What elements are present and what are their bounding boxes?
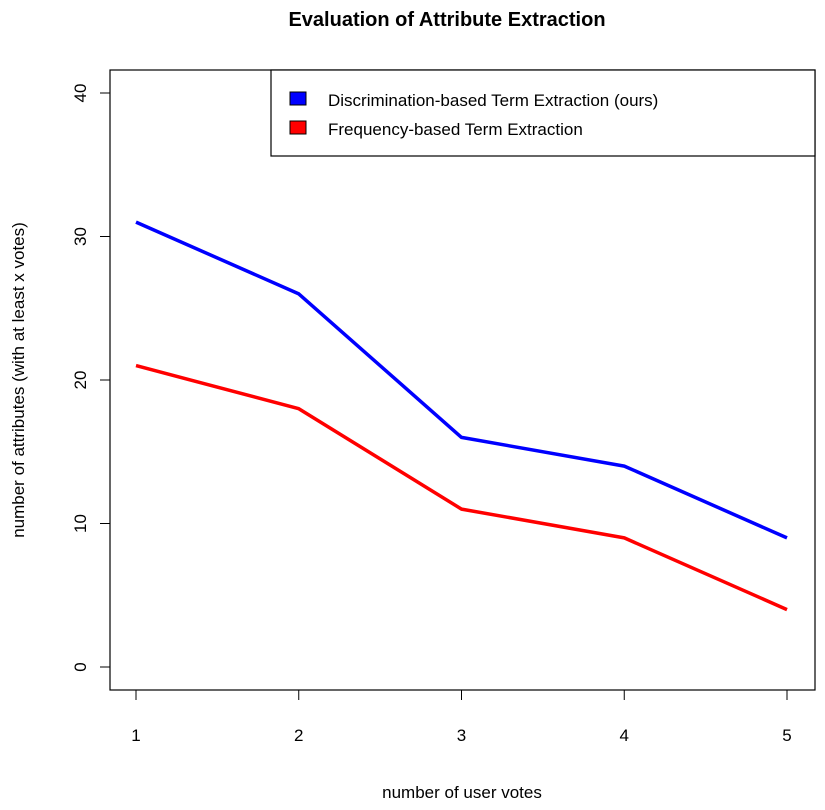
y-axis: 0 10 20 30 40 <box>71 84 111 672</box>
plot-frame <box>109 69 816 691</box>
series-line-1 <box>135 363 788 612</box>
y-tick-label-4: 40 <box>71 84 90 103</box>
legend: Discrimination-based Term Extraction (ou… <box>270 69 816 157</box>
x-axis-label: number of user votes <box>382 783 542 802</box>
legend-label-discrimination: Discrimination-based Term Extraction (ou… <box>328 91 658 110</box>
chart-title: Evaluation of Attribute Extraction <box>288 9 605 31</box>
x-tick-label-3: 4 <box>620 726 629 745</box>
legend-swatch-frequency <box>289 120 307 135</box>
y-tick-label-1: 10 <box>71 514 90 533</box>
y-tick-label-3: 30 <box>71 227 90 246</box>
legend-label-frequency: Frequency-based Term Extraction <box>328 120 583 139</box>
x-tick-label-4: 5 <box>782 726 791 745</box>
series-layer <box>135 220 788 612</box>
x-tick-label-2: 3 <box>457 726 466 745</box>
x-tick-label-1: 2 <box>294 726 303 745</box>
y-tick-label-0: 0 <box>71 662 90 671</box>
legend-swatch-discrimination <box>289 91 307 106</box>
x-tick-label-0: 1 <box>131 726 140 745</box>
series-line-0 <box>135 220 788 540</box>
y-tick-label-2: 20 <box>71 371 90 390</box>
legend-box <box>270 69 816 157</box>
x-axis: 1 2 3 4 5 <box>131 689 792 745</box>
y-axis-label: number of attributes (with at least x vo… <box>9 222 28 538</box>
